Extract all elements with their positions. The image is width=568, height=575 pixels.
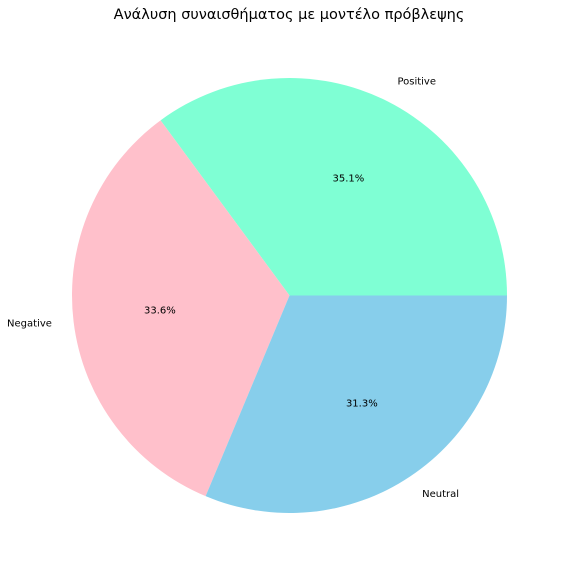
slice-percent-negative: 33.6% (144, 306, 176, 317)
slice-label-positive: Positive (397, 76, 436, 87)
pie-slice-negative (71, 120, 290, 497)
slice-label-neutral: Neutral (422, 489, 459, 500)
pie-labels: Positive 35.1% Negative 33.6% Neutral 31.3% (7, 76, 459, 500)
chart-title: Ανάλυση συναισθήματος με μοντέλο πρόβλεψ… (114, 7, 465, 23)
pie-slice-positive (160, 78, 507, 296)
slice-percent-neutral: 31.3% (346, 399, 378, 410)
pie-slices (71, 78, 507, 513)
slice-percent-positive: 35.1% (332, 174, 364, 185)
pie-slice-neutral (205, 295, 507, 513)
slice-label-negative: Negative (7, 318, 52, 329)
